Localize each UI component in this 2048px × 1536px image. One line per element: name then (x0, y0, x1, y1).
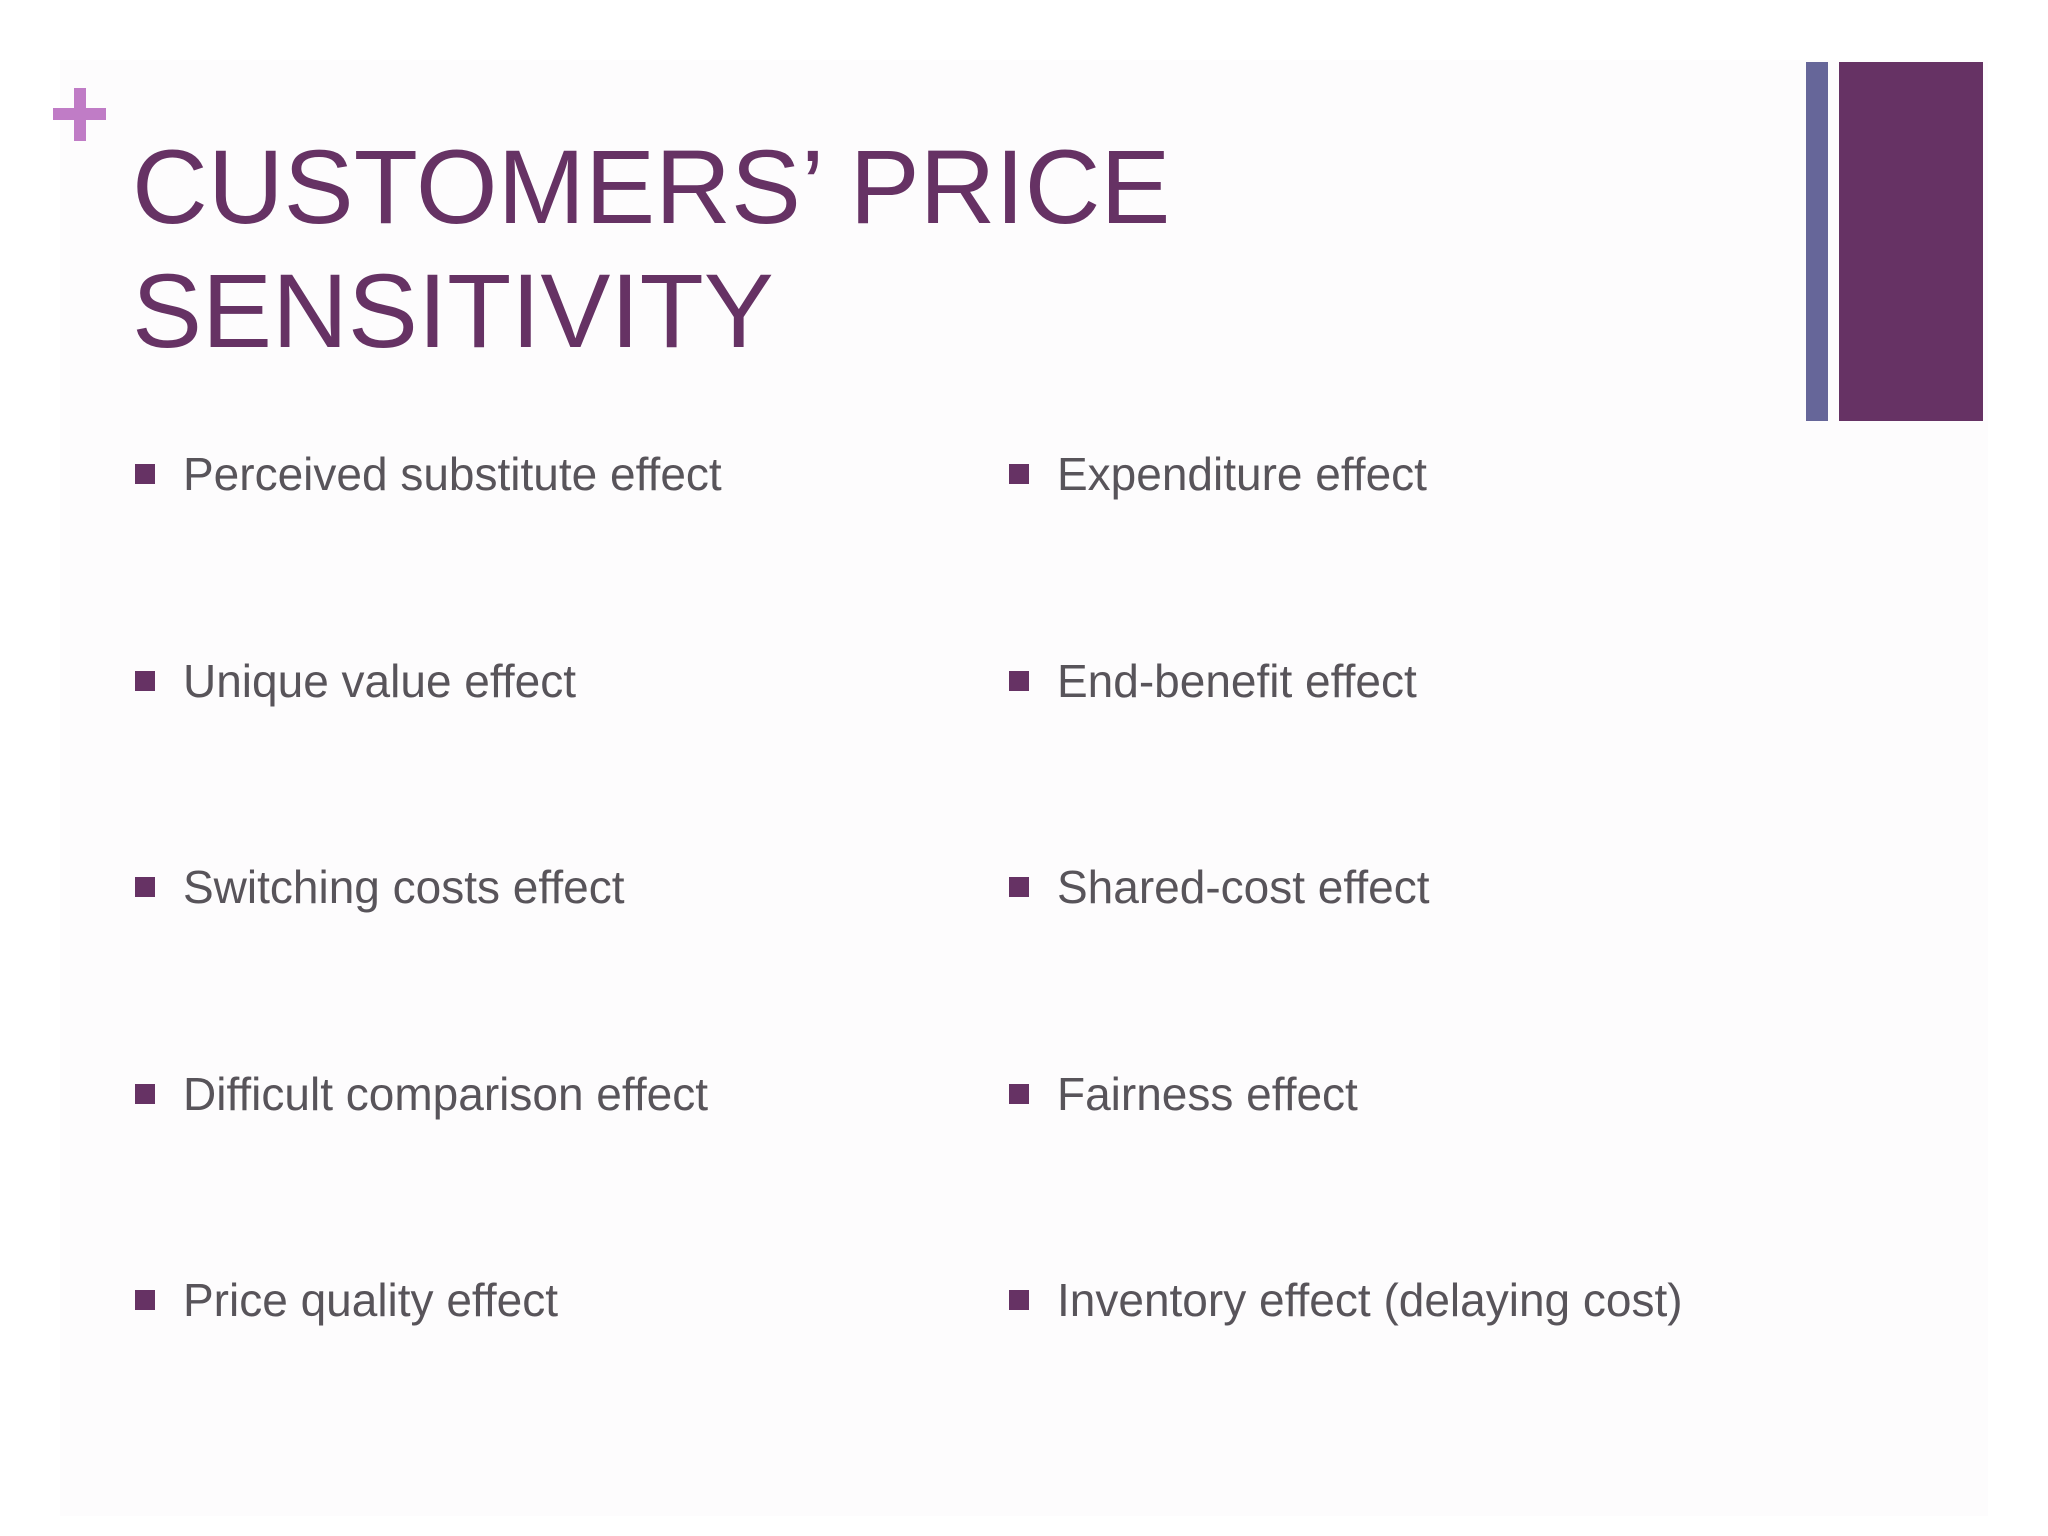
slide-title-line-2: SENSITIVITY (132, 253, 774, 370)
list-item-label: Inventory effect (delaying cost) (1057, 1274, 1683, 1326)
square-bullet-icon (1009, 877, 1029, 897)
list-item-label: Unique value effect (183, 655, 576, 707)
square-bullet-icon (135, 671, 155, 691)
list-item-label: Expenditure effect (1057, 448, 1427, 500)
accent-bar-thin (1806, 62, 1828, 421)
slide-title-line-1: CUSTOMERS’ PRICE (132, 129, 1171, 246)
list-item-label: Shared-cost effect (1057, 861, 1430, 913)
square-bullet-icon (135, 1290, 155, 1310)
list-item: Difficult comparison effect (135, 1054, 708, 1134)
list-item-label: End-benefit effect (1057, 655, 1417, 707)
list-item: Shared-cost effect (1009, 847, 1429, 927)
square-bullet-icon (1009, 464, 1029, 484)
square-bullet-icon (1009, 1084, 1029, 1104)
list-item: Perceived substitute effect (135, 434, 722, 514)
slide-title: CUSTOMERS’ PRICE SENSITIVITY (132, 126, 1632, 374)
list-item-label: Price quality effect (183, 1274, 559, 1326)
list-item: Price quality effect (135, 1260, 558, 1340)
list-item: Expenditure effect (1009, 434, 1427, 514)
list-item-label: Switching costs effect (183, 861, 625, 913)
square-bullet-icon (135, 464, 155, 484)
list-item: Fairness effect (1009, 1054, 1358, 1134)
list-item-label: Fairness effect (1057, 1068, 1358, 1120)
list-item-label: Perceived substitute effect (183, 448, 722, 500)
accent-bar-wide (1839, 62, 1983, 421)
list-item: Switching costs effect (135, 847, 624, 927)
list-item-label: Difficult comparison effect (183, 1068, 708, 1120)
list-item: Unique value effect (135, 641, 576, 721)
square-bullet-icon (1009, 671, 1029, 691)
square-bullet-icon (135, 877, 155, 897)
square-bullet-icon (135, 1084, 155, 1104)
list-item: Inventory effect (delaying cost) (1009, 1260, 1683, 1340)
list-item: End-benefit effect (1009, 641, 1417, 721)
plus-icon (53, 88, 106, 141)
square-bullet-icon (1009, 1290, 1029, 1310)
slide-content-area (60, 60, 1988, 1516)
